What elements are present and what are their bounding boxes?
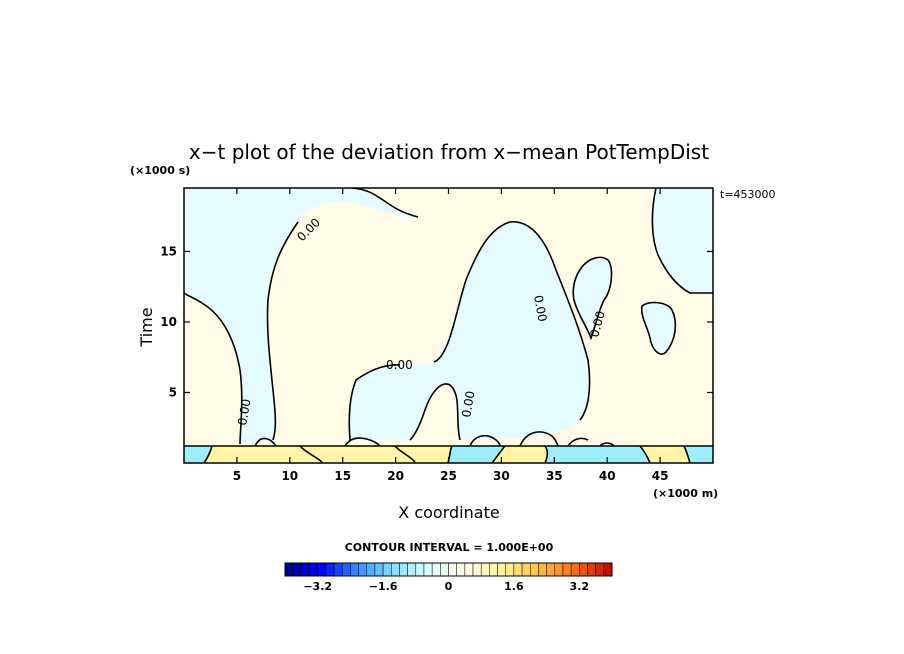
negative-region-center	[349, 221, 590, 440]
colorbar-bin	[374, 562, 384, 577]
y-axis-ticks: 5 10 15	[160, 244, 713, 399]
negative-region-left	[184, 188, 418, 444]
contour-label: 0.00	[386, 358, 413, 372]
colorbar-bin	[366, 562, 376, 577]
contour-label: 0.00	[587, 309, 607, 338]
colorbar-bin	[431, 562, 441, 577]
contour-lines	[184, 188, 713, 463]
colorbar-bin	[350, 562, 359, 577]
plot-field: 0.00 0.00 0.00 0.00 0.00 0.00	[184, 188, 713, 463]
x-tick-label: 5	[233, 469, 241, 483]
colorbar-bin	[562, 562, 572, 577]
x-axis-label: X coordinate	[398, 503, 499, 522]
colorbar-bin	[341, 562, 351, 577]
colorbar-bin	[489, 562, 498, 577]
colorbar	[284, 562, 613, 577]
colorbar-bin	[440, 562, 449, 577]
x-tick-label: 25	[440, 469, 457, 483]
x-tick-label: 15	[334, 469, 351, 483]
y-unit-label: (×1000 s)	[130, 164, 190, 177]
bottom-blue-far-right	[684, 446, 713, 463]
colorbar-bin	[472, 562, 482, 577]
colorbar-bin	[497, 562, 506, 577]
x-tick-label: 20	[387, 469, 404, 483]
colorbar-bin	[603, 562, 613, 577]
colorbar-bin	[579, 562, 588, 577]
colorbar-bin	[513, 562, 523, 577]
colorbar-bin	[391, 562, 400, 577]
x-tick-label: 40	[599, 469, 616, 483]
colorbar-bin	[317, 562, 327, 577]
colorbar-bin	[538, 562, 547, 577]
colorbar-bin	[530, 562, 539, 577]
colorbar-bin	[301, 562, 310, 577]
colorbar-bin	[333, 562, 343, 577]
colorbar-bin	[399, 562, 408, 577]
colorbar-bin	[415, 562, 425, 577]
x-tick-label: 35	[546, 469, 563, 483]
x-tick-label: 45	[652, 469, 669, 483]
colorbar-frame	[284, 562, 613, 577]
colorbar-tick-label: 1.6	[504, 580, 524, 593]
colorbar-tick-label: 0	[445, 580, 453, 593]
colorbar-bin	[292, 562, 302, 577]
colorbar-bin	[325, 562, 335, 577]
colorbar-bin	[423, 562, 433, 577]
colorbar-bin	[407, 562, 417, 577]
colorbar-bin	[570, 562, 580, 577]
y-tick-label: 10	[160, 315, 177, 329]
time-stamp-label: t=453000	[720, 188, 776, 201]
x-tick-label: 30	[493, 469, 510, 483]
chart-title: x−t plot of the deviation from x−mean Po…	[189, 140, 709, 164]
bottom-blue-left	[184, 446, 212, 463]
negative-region-top-right	[652, 188, 713, 293]
colorbar-tick-label: 3.2	[570, 580, 590, 593]
colorbar-bin	[284, 562, 294, 577]
colorbar-tick-label: −3.2	[303, 580, 332, 593]
colorbar-bin	[587, 562, 596, 577]
negative-region-tail	[573, 257, 612, 338]
y-tick-label: 15	[160, 244, 177, 258]
colorbar-bin	[521, 562, 531, 577]
negative-region-right-island	[641, 302, 676, 355]
x-tick-label: 10	[281, 469, 298, 483]
colorbar-bin	[464, 562, 474, 577]
colorbar-ticks: −3.2 −1.6 0 1.6 3.2	[303, 580, 589, 593]
colorbar-bin	[554, 562, 564, 577]
y-tick-label: 5	[169, 385, 177, 399]
bottom-blue-right	[545, 446, 650, 463]
contour-label: 0.00	[531, 294, 549, 323]
colorbar-bin	[480, 562, 490, 577]
y-axis-label: Time	[137, 307, 156, 347]
bottom-blue-mid	[448, 446, 505, 463]
contour-label: 0.00	[459, 390, 477, 419]
colorbar-bin	[505, 562, 515, 577]
colorbar-tick-label: −1.6	[369, 580, 398, 593]
colorbar-bin	[595, 562, 605, 577]
colorbar-bin	[546, 562, 556, 577]
colorbar-bin	[456, 562, 466, 577]
colorbar-bin	[358, 562, 368, 577]
colorbar-bin	[448, 562, 457, 577]
contour-label: 0.00	[235, 398, 253, 427]
x-axis-ticks: 5 10 15 20 25 30 35 40 45	[233, 188, 669, 483]
x-unit-label: (×1000 m)	[653, 487, 718, 500]
colorbar-bin	[382, 562, 392, 577]
contour-interval-label: CONTOUR INTERVAL = 1.000E+00	[345, 541, 554, 554]
colorbar-bin	[309, 562, 318, 577]
